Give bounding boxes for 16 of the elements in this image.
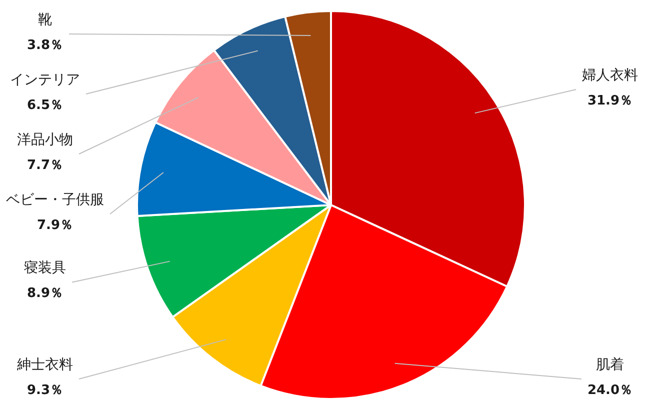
slice-label: 婦人衣料 — [582, 67, 638, 84]
slice-label: 靴 — [38, 12, 52, 28]
data-label: 7.9％ — [36, 218, 74, 233]
slice-label: インテリア — [10, 72, 80, 88]
data-label: 6.5％ — [26, 98, 64, 113]
data-label: 9.3％ — [26, 383, 64, 398]
slice-label: 寝装具 — [24, 260, 66, 276]
slice-label: 肌着 — [596, 357, 624, 373]
data-label: 24.0％ — [587, 383, 633, 398]
data-label: 3.8％ — [26, 38, 64, 53]
slice-label: 紳士衣料 — [16, 357, 73, 373]
data-label: 31.9％ — [587, 93, 633, 108]
data-label: 7.7％ — [26, 158, 64, 173]
slice-label: 洋品小物 — [17, 132, 73, 148]
slice-label: ベビー・子供服 — [6, 192, 104, 208]
data-label: 8.9％ — [26, 286, 64, 302]
